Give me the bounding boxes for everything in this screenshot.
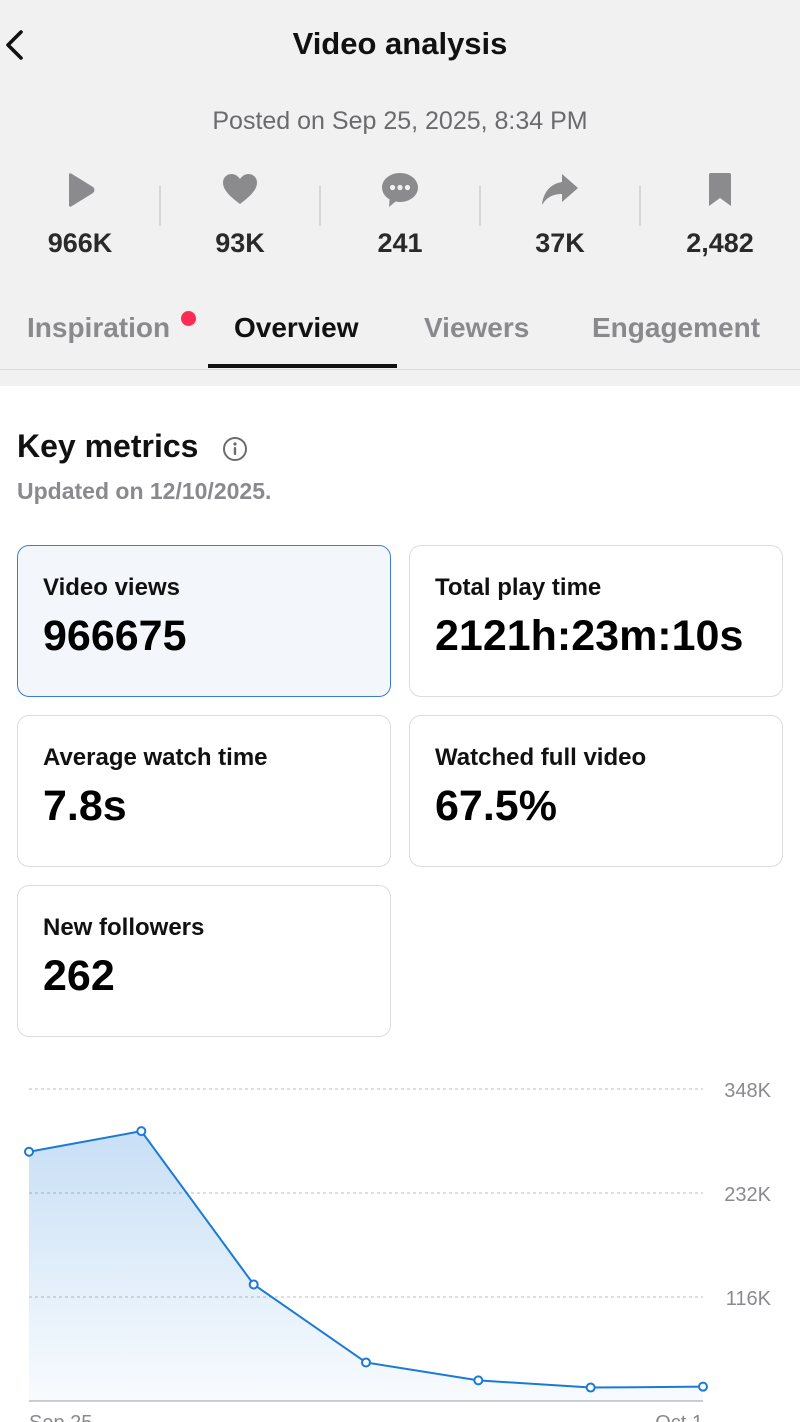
likes-count: 93K — [215, 228, 265, 258]
tab-overview[interactable]: Overview — [234, 312, 359, 343]
metric-card-video-views[interactable]: Video views 966675 — [17, 545, 391, 697]
y-tick-label: 232K — [724, 1184, 771, 1206]
key-metrics-title: Key metrics — [17, 428, 199, 464]
views-chart[interactable]: 116K 232K 348K Sep 25 Oct 1 — [0, 1060, 800, 1422]
stat-plays: 966K — [0, 168, 160, 268]
play-icon — [69, 173, 95, 207]
metric-value: 7.8s — [43, 782, 127, 830]
stats-row: 966K 93K 241 37K — [0, 168, 800, 268]
share-icon — [542, 174, 578, 205]
tab-inspiration[interactable]: Inspiration — [27, 312, 171, 343]
stat-divider — [639, 186, 641, 226]
data-point — [585, 1382, 596, 1393]
data-point — [698, 1381, 708, 1392]
active-tab-indicator — [208, 364, 397, 368]
tab-bar: Inspiration Overview Viewers Engagement — [0, 300, 800, 370]
metric-label: Total play time — [435, 574, 602, 601]
stat-divider — [479, 186, 481, 226]
shares-count: 37K — [535, 228, 585, 258]
heart-icon — [223, 174, 257, 204]
x-tick-label: Oct 1 — [655, 1412, 703, 1422]
metric-label: Average watch time — [43, 744, 268, 771]
plays-count: 966K — [47, 228, 113, 258]
data-point — [361, 1357, 371, 1368]
x-tick-label: Sep 25 — [29, 1412, 92, 1422]
header-area: Video analysis Posted on Sep 25, 2025, 8… — [0, 0, 800, 386]
y-tick-label: 116K — [726, 1288, 772, 1310]
posted-date: Posted on Sep 25, 2025, 8:34 PM — [212, 107, 588, 135]
info-icon[interactable] — [222, 436, 248, 462]
metric-value: 262 — [43, 952, 115, 1000]
comments-count: 241 — [377, 228, 423, 258]
metric-label: Watched full video — [435, 744, 647, 771]
views-area — [29, 1131, 703, 1401]
metric-card-average-watch-time[interactable]: Average watch time 7.8s — [17, 715, 391, 867]
metric-value: 67.5% — [435, 782, 557, 830]
stat-shares: 37K — [480, 168, 640, 268]
saves-count: 2,482 — [686, 228, 754, 258]
metric-card-watched-full-video[interactable]: Watched full video 67.5% — [409, 715, 783, 867]
comment-icon — [382, 173, 418, 207]
tab-viewers[interactable]: Viewers — [424, 312, 530, 343]
data-point — [248, 1279, 259, 1290]
notification-dot — [181, 311, 196, 326]
stat-comments: 241 — [320, 168, 480, 268]
back-arrow-icon[interactable] — [2, 26, 30, 64]
metric-card-total-play-time[interactable]: Total play time 2121h:23m:10s — [409, 545, 783, 697]
bookmark-icon — [709, 173, 731, 206]
stat-divider — [159, 186, 161, 226]
metric-card-new-followers[interactable]: New followers 262 — [17, 885, 391, 1037]
metric-value: 2121h:23m:10s — [435, 612, 744, 660]
stat-likes: 93K — [160, 168, 320, 268]
metric-label: New followers — [43, 914, 205, 941]
views-chart-svg: 116K 232K 348K Sep 25 Oct 1 — [24, 1080, 772, 1422]
stat-divider — [319, 186, 321, 226]
tab-engagement[interactable]: Engagement — [592, 312, 761, 343]
updated-date: Updated on 12/10/2025. — [17, 478, 272, 504]
y-tick-label: 348K — [724, 1080, 771, 1102]
data-point — [24, 1146, 34, 1157]
data-point — [136, 1126, 147, 1137]
metric-value: 966675 — [43, 612, 187, 660]
stat-saves: 2,482 — [640, 168, 800, 268]
data-point — [473, 1375, 484, 1386]
metric-label: Video views — [43, 574, 180, 601]
page-title: Video analysis — [292, 26, 508, 61]
